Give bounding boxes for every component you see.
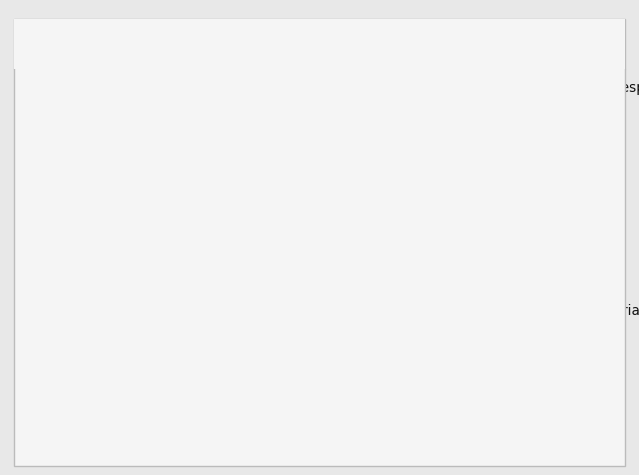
FancyBboxPatch shape [18, 404, 168, 454]
Text: c: c [174, 171, 181, 186]
Text: Consider the triangle with sides a, b, and c opposite angles alpha, beta, and ga: Consider the triangle with sides a, b, a… [27, 81, 639, 95]
Text: a: a [371, 173, 380, 188]
Text: b: b [264, 280, 273, 295]
Text: β: β [271, 90, 281, 105]
Text: Suppose side c = 23.0 cm and angle alpha = 40.0 degrees. What is the height of t: Suppose side c = 23.0 cm and angle alpha… [27, 304, 639, 318]
Text: your answer to the nearest tenth.: your answer to the nearest tenth. [27, 326, 258, 341]
Text: Question 1: Question 1 [35, 30, 130, 48]
Text: γ: γ [440, 258, 449, 274]
Polygon shape [540, 245, 554, 278]
Text: 3 pts: 3 pts [566, 31, 606, 47]
Text: α: α [83, 257, 93, 272]
